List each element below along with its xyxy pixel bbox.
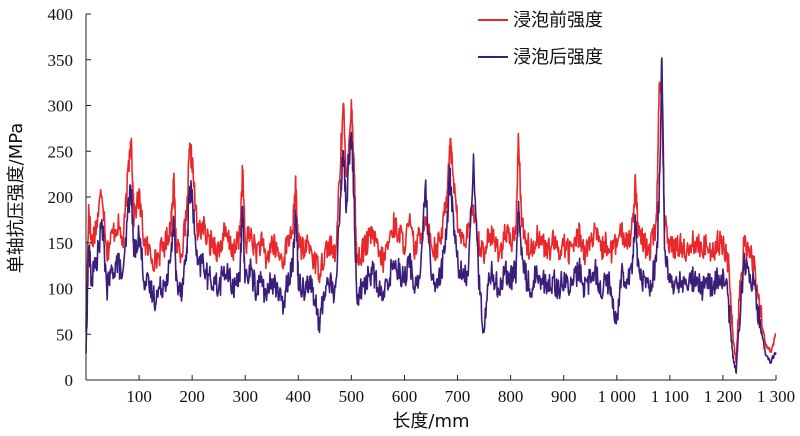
y-tick-label: 400 (48, 5, 74, 24)
y-tick-label: 300 (48, 97, 74, 116)
x-tick-label: 300 (232, 387, 258, 406)
y-tick-label: 50 (56, 325, 73, 344)
x-tick-label: 900 (551, 387, 577, 406)
legend-label-after: 浸泡后强度 (513, 47, 603, 68)
x-axis-title: 长度/mm (392, 411, 469, 432)
y-tick-label: 100 (48, 280, 74, 299)
x-ticks-group: 100 200 300 400 500 600 700 800 900 1 000 1 100 1 2… (126, 375, 795, 406)
y-ticks-group: 0 50 100 150 200 250 300 350 400 (48, 5, 91, 390)
y-tick-label: 150 (48, 234, 74, 253)
x-tick-label: 800 (498, 387, 524, 406)
x-tick-label: 1 300 (757, 387, 795, 406)
x-tick-label: 700 (445, 387, 471, 406)
x-tick-label: 500 (339, 387, 365, 406)
x-tick-label: 400 (286, 387, 312, 406)
x-tick-label: 1 000 (598, 387, 636, 406)
x-tick-label: 100 (126, 387, 152, 406)
x-tick-label: 600 (392, 387, 418, 406)
y-tick-label: 0 (65, 371, 74, 390)
legend: 浸泡前强度 浸泡后强度 (478, 10, 603, 68)
x-tick-label: 200 (179, 387, 205, 406)
x-tick-label: 1 200 (704, 387, 742, 406)
plot-lines-group (85, 57, 777, 374)
y-tick-label: 350 (48, 51, 74, 70)
y-axis-title: 单轴抗压强度/MPa (6, 123, 27, 274)
series-line-after (85, 57, 777, 374)
y-tick-label: 200 (48, 188, 74, 207)
legend-label-before: 浸泡前强度 (513, 10, 603, 31)
y-tick-label: 250 (48, 142, 74, 161)
series-line-before (85, 81, 777, 364)
x-tick-label: 1 100 (651, 387, 689, 406)
